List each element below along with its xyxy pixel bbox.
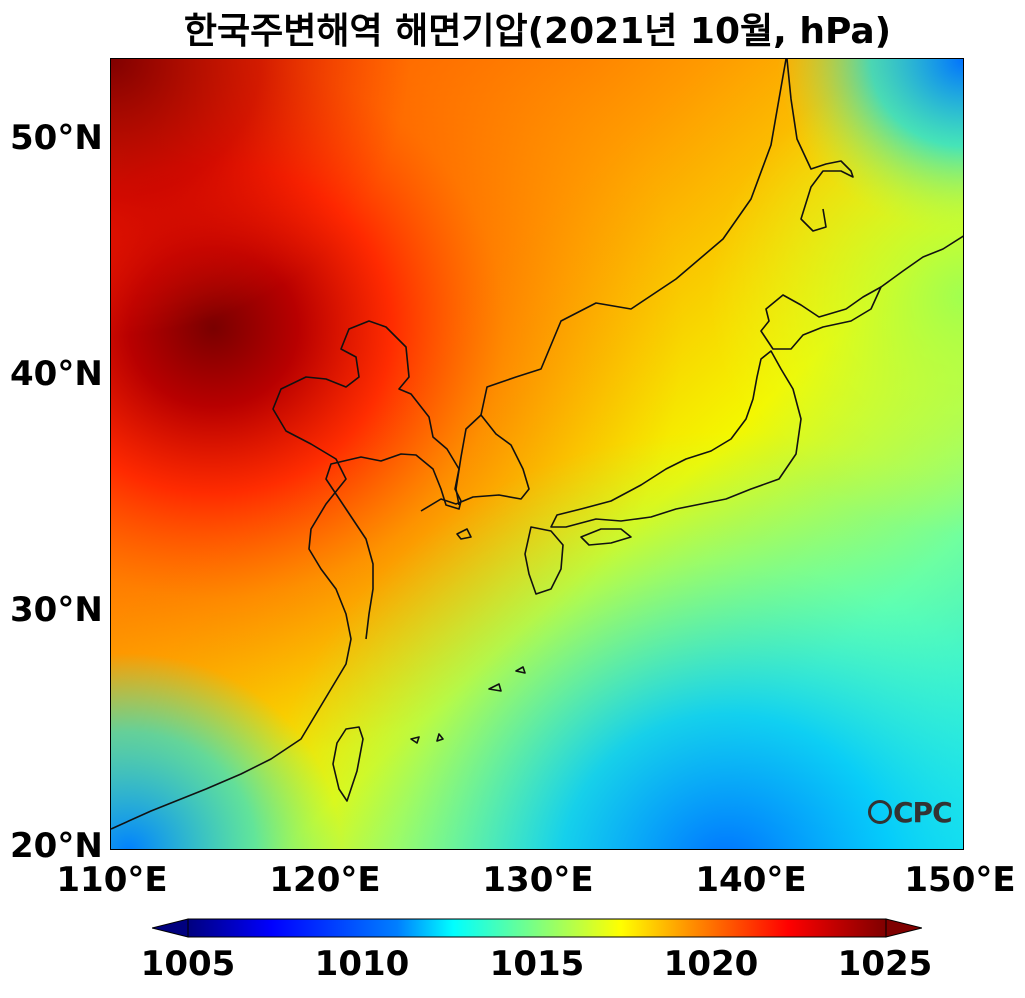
pressure-map bbox=[110, 58, 964, 850]
coastlines bbox=[111, 59, 963, 830]
lat-tick-30: 30°N bbox=[10, 590, 103, 630]
lat-tick-20: 20°N bbox=[10, 826, 103, 866]
colorbar-tick-1005: 1005 bbox=[140, 944, 236, 984]
colorbar-tick-1010: 1010 bbox=[314, 944, 410, 984]
lon-tick-120: 120°E bbox=[269, 860, 381, 900]
logo-ring-icon bbox=[868, 800, 892, 824]
colorbar-tick-1025: 1025 bbox=[837, 944, 933, 984]
lat-tick-40: 40°N bbox=[10, 354, 103, 394]
cpc-logo: CPC bbox=[868, 796, 953, 829]
lon-tick-150: 150°E bbox=[904, 860, 1016, 900]
lat-tick-50: 50°N bbox=[10, 118, 103, 158]
colorbar-min-extend bbox=[152, 918, 189, 938]
map-title: 한국주변해역 해면기압(2021년 10월, hPa) bbox=[183, 11, 892, 52]
logo-text: CPC bbox=[893, 796, 953, 829]
lon-tick-130: 130°E bbox=[482, 860, 594, 900]
colorbar-tick-1015: 1015 bbox=[489, 944, 585, 984]
colorbar bbox=[152, 918, 922, 938]
lon-tick-110: 110°E bbox=[56, 860, 168, 900]
colorbar-max-extend bbox=[885, 918, 922, 938]
colorbar-tick-1020: 1020 bbox=[663, 944, 759, 984]
lon-tick-140: 140°E bbox=[695, 860, 807, 900]
